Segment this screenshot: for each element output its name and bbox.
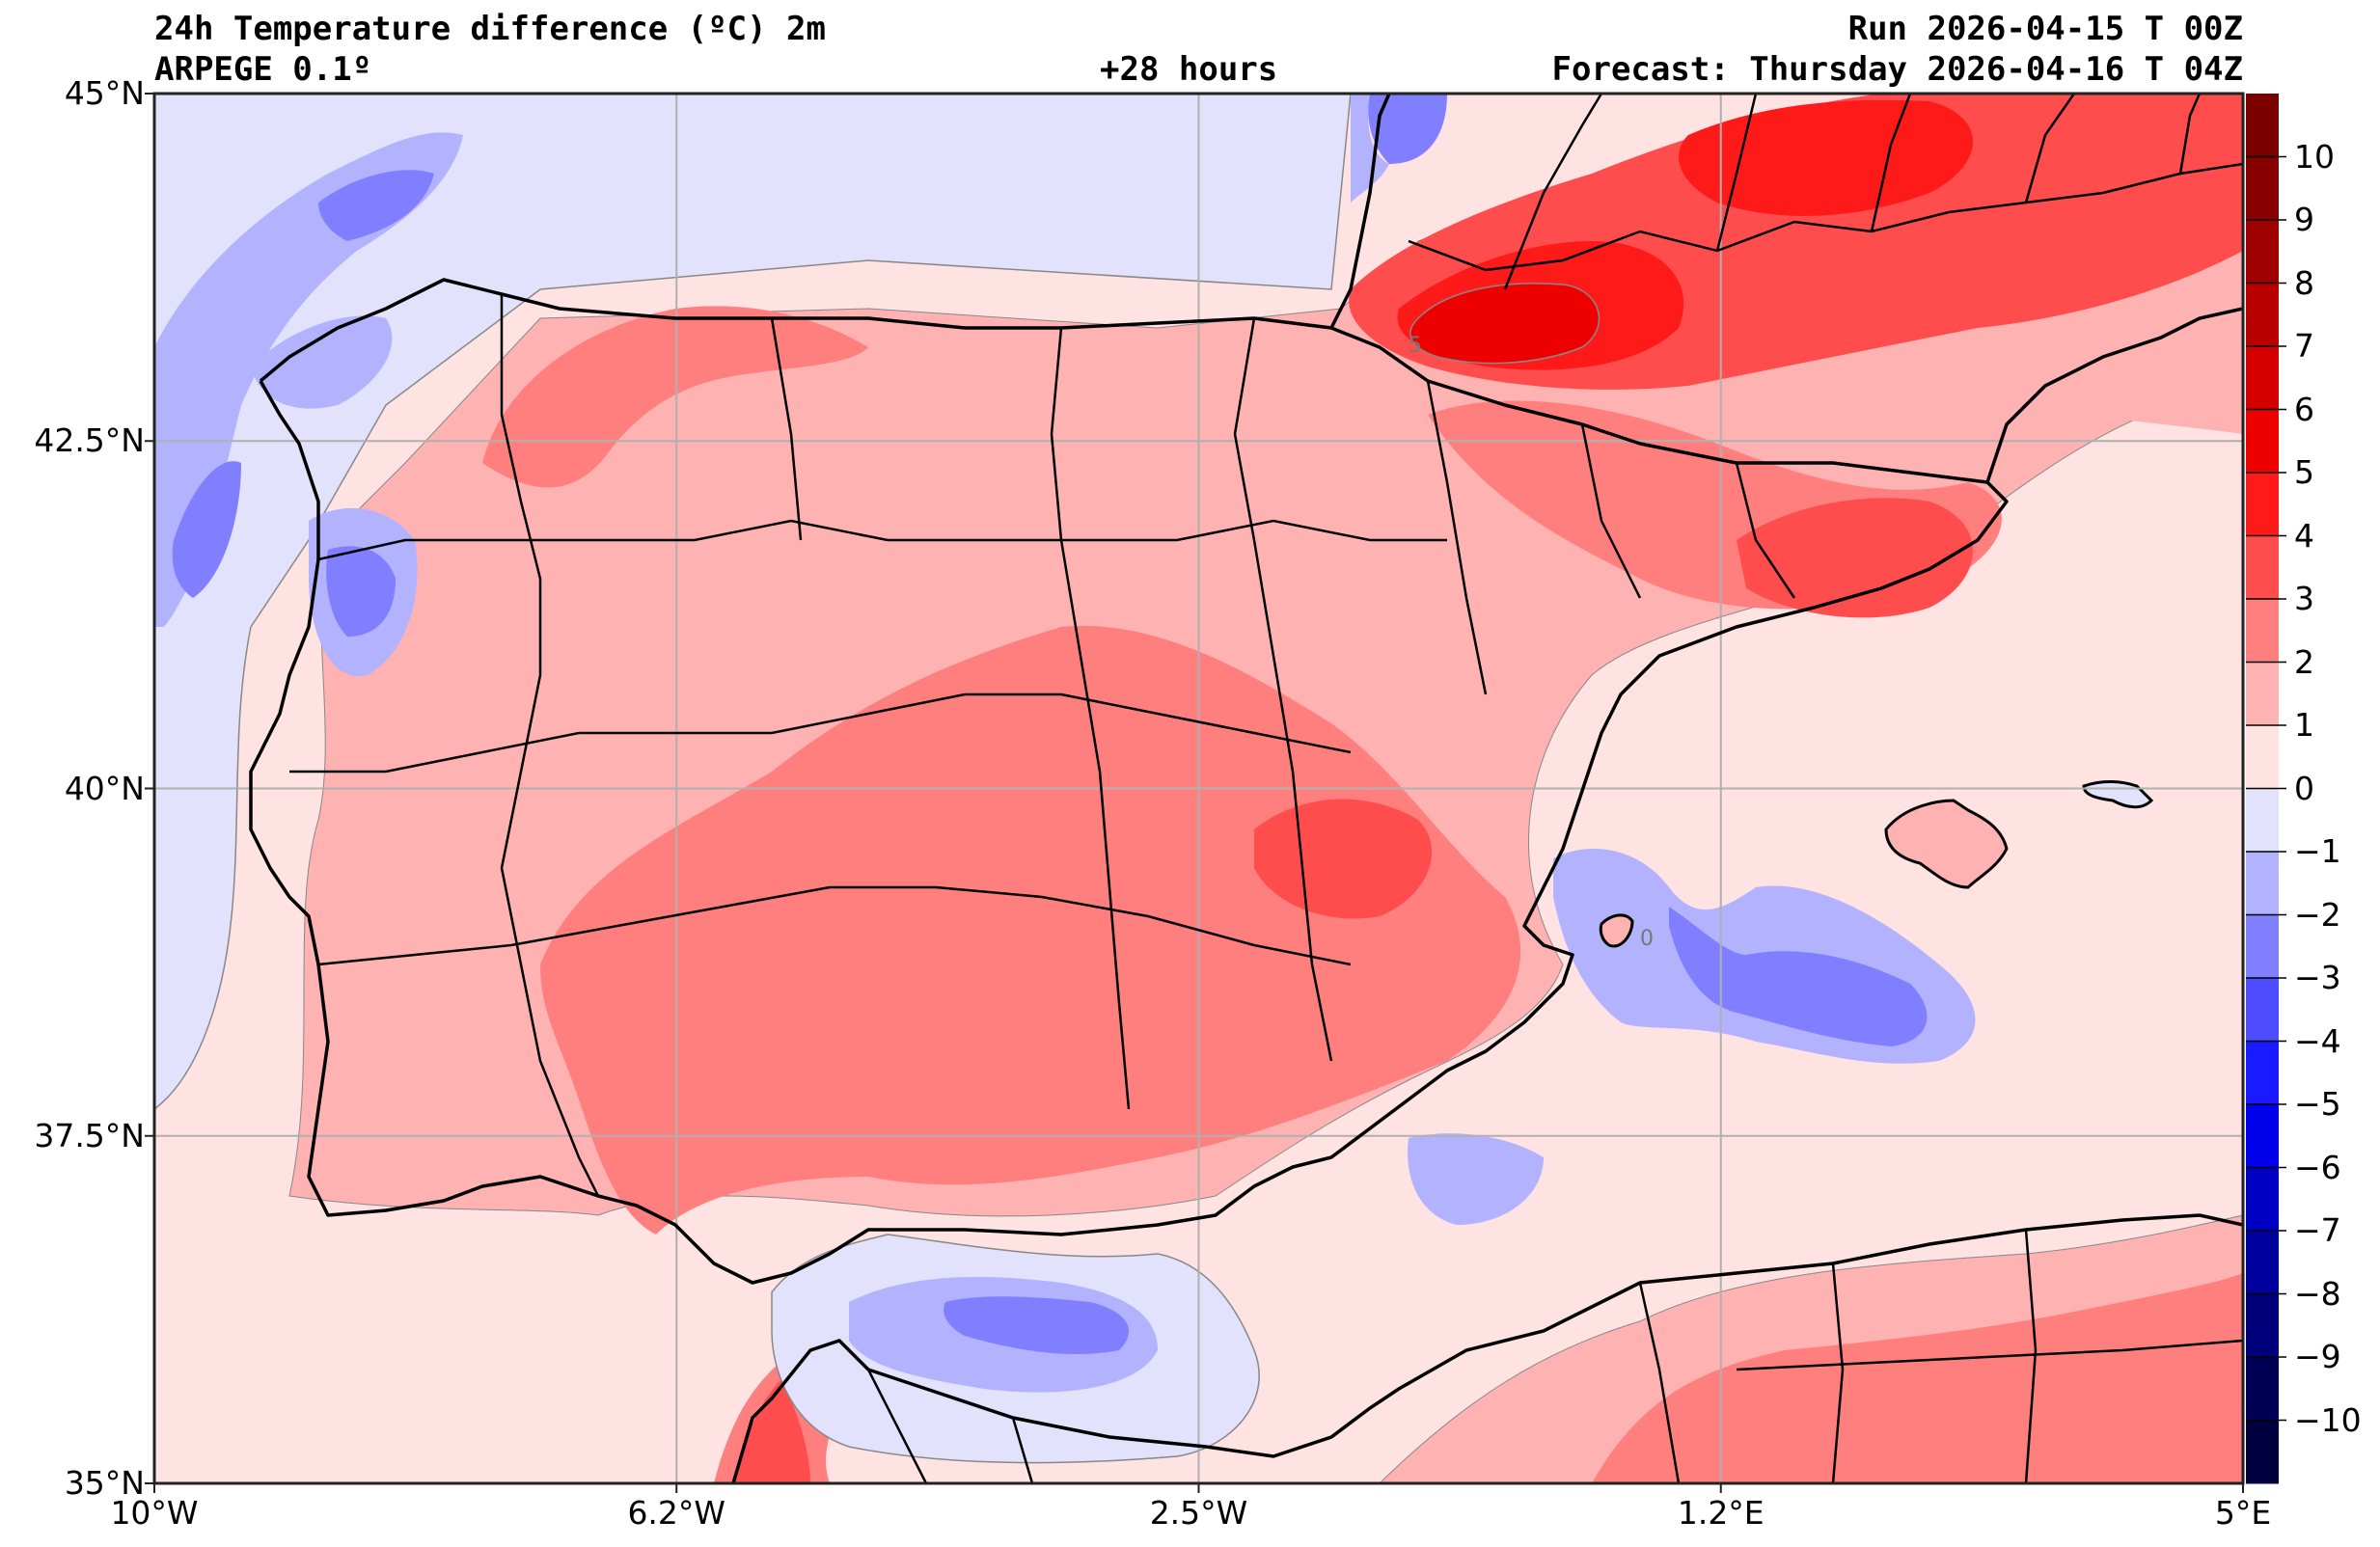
colorbar-tick-label: 5 [2294, 453, 2314, 491]
colorbar-swatch [2246, 978, 2279, 1042]
atlantic-colder-west [172, 461, 241, 598]
colorbar-tick-label: 8 [2294, 263, 2314, 302]
colorbar-swatch [2246, 914, 2279, 979]
run-label: Run 2026-04-15 T 00Z [1847, 10, 2243, 48]
central-iberia-warm [540, 625, 1521, 1235]
contour-label-0: 0 [1640, 927, 1654, 951]
colorbar-swatch [2246, 473, 2279, 536]
france-max-area [1409, 283, 1600, 365]
colorbar-tick-label: 6 [2294, 390, 2314, 428]
lat-tick-label: 42.5°N [34, 421, 145, 460]
galicia-cold [251, 315, 393, 409]
morocco-hot [733, 1379, 810, 1483]
colorbar-swatch [2246, 156, 2279, 221]
cantabria-warm-band [482, 306, 868, 488]
map-field: 5 0 [154, 94, 2243, 1483]
colorbar-tick-label: −6 [2294, 1148, 2341, 1186]
lon-tick-label: 10°W [110, 1494, 199, 1532]
axis-ticks [145, 93, 2244, 1493]
colorbar-swatch [2246, 788, 2279, 853]
colorbar-tick-label: −3 [2294, 959, 2341, 996]
north-africa-warmer [1592, 1273, 2243, 1483]
north-africa-coastline [731, 1213, 2243, 1483]
lon-tick-label: 1.2°E [1677, 1494, 1764, 1532]
colorbar-tick-label: 10 [2294, 137, 2335, 176]
colorbar-tick-label: 2 [2294, 642, 2314, 681]
gulf-of-lion-warm [1968, 309, 2243, 434]
colorbar-swatch [2246, 599, 2279, 663]
chart-title: 24h Temperature difference (ºC) 2m [154, 10, 826, 48]
admin-borders [289, 94, 2243, 1483]
colorbar-swatch [2246, 1420, 2279, 1484]
colorbar-tick-label: −7 [2294, 1211, 2341, 1249]
colorbar-tick-label: 4 [2294, 516, 2314, 555]
colorbar-swatch [2246, 1104, 2279, 1168]
balearic-sea-colder [1669, 907, 1928, 1046]
colorbar-tick-label: −4 [2294, 1021, 2341, 1060]
colorbar-swatch [2246, 220, 2279, 284]
colorbar-swatch [2246, 1231, 2279, 1294]
colorbar-swatch [2246, 94, 2279, 157]
colorbar-swatch [2246, 725, 2279, 789]
lat-tick-label: 37.5°N [34, 1116, 145, 1154]
colorbar-swatch [2246, 535, 2279, 600]
alboran-colder [944, 1296, 1129, 1355]
atlantic-cold-tongue [154, 132, 463, 628]
lon-tick-label: 5°E [2214, 1494, 2272, 1532]
catalonia-hot [1737, 498, 1973, 618]
lon-tick-label: 6.2°W [627, 1494, 726, 1532]
colorbar-tick-label: −10 [2294, 1400, 2362, 1439]
colorbar-swatch [2246, 409, 2279, 474]
portugal-north-colder [326, 546, 396, 637]
biscay-cold-patch [1368, 94, 1447, 164]
colorbar-tick-label: −8 [2294, 1274, 2341, 1313]
colorbar-tick-label: −2 [2294, 895, 2341, 934]
colorbar-swatch [2246, 1167, 2279, 1232]
model-label: ARPEGE 0.1º [154, 50, 372, 89]
lat-tick-label: 45°N [64, 74, 145, 112]
colorbar-tick-label: 3 [2294, 580, 2314, 617]
colorbar-swatch [2246, 283, 2279, 347]
colorbar-swatch [2246, 662, 2279, 726]
ibiza [1599, 913, 1634, 948]
iberia-coastline [249, 94, 2009, 1285]
colorbar-swatch [2246, 1293, 2279, 1358]
colorbar [2246, 94, 2286, 1484]
lead-time-label: +28 hours [1100, 50, 1278, 89]
colorbar-swatch [2246, 346, 2279, 410]
colorbar-swatch [2246, 1041, 2279, 1105]
biscay-cool-strip [1351, 94, 1389, 203]
lon-tick-label: 2.5°W [1149, 1494, 1248, 1532]
gridlines [154, 94, 2243, 1483]
contour-label-5: 5 [1409, 334, 1422, 358]
atlantic-colder-core [318, 170, 434, 241]
colorbar-tick-label: 7 [2294, 327, 2314, 365]
mallorca [1884, 799, 2009, 889]
colorbar-tick-label: −1 [2294, 832, 2341, 870]
colorbar-tick-label: −5 [2294, 1085, 2341, 1123]
lat-tick-label: 35°N [64, 1464, 145, 1502]
colorbar-swatch [2246, 1357, 2279, 1421]
colorbar-swatch [2246, 852, 2279, 915]
colorbar-tick-label: 1 [2294, 706, 2314, 744]
lat-tick-label: 40°N [64, 769, 145, 807]
france-hotter-east [1679, 99, 1973, 216]
murcia-cold-patch [1408, 1133, 1544, 1225]
colorbar-tick-label: −9 [2294, 1338, 2341, 1375]
france-coastline [1985, 307, 2243, 483]
colorbar-tick-label: 0 [2294, 769, 2314, 807]
forecast-label: Forecast: Thursday 2026-04-16 T 04Z [1551, 50, 2243, 89]
colorbar-tick-label: 9 [2294, 201, 2314, 238]
